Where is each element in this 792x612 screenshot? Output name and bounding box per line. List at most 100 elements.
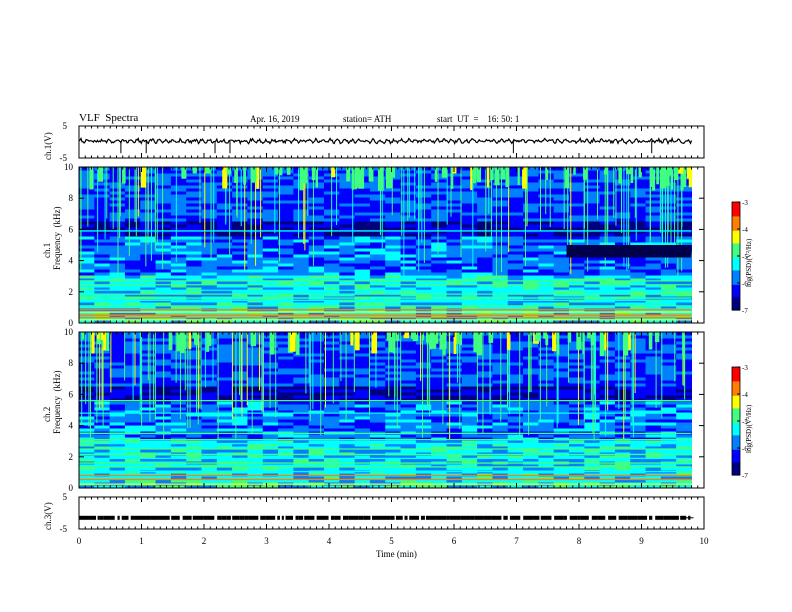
spectrogram-cell bbox=[369, 362, 386, 366]
spectrogram-cell bbox=[79, 242, 95, 246]
spectrogram-cell bbox=[446, 416, 463, 420]
spectrogram-cell bbox=[216, 209, 233, 213]
spectrogram-cell bbox=[553, 311, 570, 315]
spectrogram-cell bbox=[569, 443, 585, 447]
spectrogram-cell bbox=[201, 251, 218, 255]
spectrogram-cell bbox=[124, 275, 141, 279]
spectrogram-cell bbox=[262, 245, 279, 249]
spectrogram-cell bbox=[461, 251, 478, 255]
spectrogram-cell bbox=[247, 458, 264, 462]
spectrogram-cell bbox=[645, 392, 662, 396]
spectrogram-cell bbox=[170, 464, 187, 468]
spectrogram-cell bbox=[278, 269, 294, 273]
ch3-voltage-segment bbox=[111, 515, 115, 520]
spectrogram-cell bbox=[339, 410, 356, 414]
spectrogram-cell bbox=[507, 458, 524, 462]
spectrogram-cell bbox=[79, 479, 95, 483]
spectrogram-cell bbox=[630, 191, 647, 195]
spectrogram-cell bbox=[553, 290, 570, 294]
spectrogram-cell bbox=[170, 353, 187, 357]
spectrogram-cell bbox=[170, 413, 187, 417]
ch3-voltage-segment bbox=[123, 515, 129, 520]
spectrogram-cell bbox=[400, 170, 417, 174]
spectrogram-cell bbox=[477, 362, 493, 366]
spectrogram-cell bbox=[507, 266, 524, 270]
spectrogram-cell bbox=[262, 287, 279, 291]
spectrogram-cell bbox=[645, 416, 662, 420]
spectrogram-cell bbox=[584, 281, 601, 285]
top-emission-patch bbox=[517, 167, 520, 186]
spectrogram-cell bbox=[492, 179, 509, 183]
spectrogram-cell bbox=[660, 449, 677, 453]
spectrogram-cell bbox=[369, 452, 386, 456]
spectrogram-cell bbox=[492, 209, 509, 213]
spectrogram-cell bbox=[155, 455, 172, 459]
spectrogram-cell bbox=[507, 389, 524, 393]
spectrogram-cell bbox=[354, 206, 371, 210]
spectrogram-cell bbox=[660, 407, 677, 411]
spectrogram-cell bbox=[79, 407, 95, 411]
spectrogram-cell bbox=[186, 221, 202, 225]
spectrogram-cell bbox=[339, 230, 356, 234]
spectrogram-cell bbox=[324, 428, 340, 432]
ch3-voltage-segment bbox=[363, 515, 371, 520]
spectrogram-cell bbox=[431, 239, 447, 243]
spectrogram-cell bbox=[431, 479, 447, 483]
spectrogram-cell bbox=[170, 302, 187, 306]
spectrogram-cell bbox=[599, 302, 616, 306]
spectrogram-cell bbox=[538, 416, 555, 420]
spectrogram-cell bbox=[247, 422, 264, 426]
spectrogram-cell bbox=[140, 458, 157, 462]
spectrogram-cell bbox=[569, 392, 585, 396]
spectrogram-cell bbox=[79, 335, 95, 339]
spectrogram-cell bbox=[216, 452, 233, 456]
spectrogram-cell bbox=[584, 176, 601, 180]
spectrogram-cell bbox=[645, 347, 662, 351]
spectrogram-cell bbox=[124, 191, 141, 195]
spectrogram-cell bbox=[446, 224, 463, 228]
ch3-voltage-segment bbox=[420, 515, 425, 520]
top-emission-patch bbox=[98, 167, 104, 182]
spectrogram-cell bbox=[216, 368, 233, 372]
spectrogram-cell bbox=[170, 206, 187, 210]
spectrogram-cell bbox=[400, 194, 417, 198]
spectrogram-cell bbox=[584, 440, 601, 444]
spectrogram-cell bbox=[431, 440, 447, 444]
spectrogram-cell bbox=[232, 212, 248, 216]
spectrogram-cell bbox=[232, 401, 248, 405]
ch3-voltage-segment bbox=[627, 515, 638, 520]
spectrogram-cell bbox=[369, 434, 386, 438]
spectrogram-cell bbox=[461, 485, 478, 489]
top-emission-patch bbox=[412, 332, 419, 341]
spectrogram-cell bbox=[232, 350, 248, 354]
spectrogram-cell bbox=[308, 278, 325, 282]
spectrogram-cell bbox=[308, 401, 325, 405]
spectrogram-cell bbox=[186, 242, 202, 246]
spectrogram-cell bbox=[385, 275, 402, 279]
spectrogram-cell bbox=[584, 395, 601, 399]
ch3-voltage-segment bbox=[239, 515, 245, 520]
spectrogram-cell bbox=[232, 359, 248, 363]
spectrogram-cell bbox=[614, 302, 631, 306]
spectrogram-cell bbox=[232, 365, 248, 369]
spectrogram-cell bbox=[124, 206, 141, 210]
spectrogram-cell bbox=[201, 446, 218, 450]
spectrogram-cell bbox=[492, 320, 509, 324]
spectrogram-cell bbox=[170, 251, 187, 255]
spectrogram-cell bbox=[415, 263, 432, 267]
spectrogram-cell bbox=[553, 254, 570, 258]
spectrogram-cell bbox=[293, 344, 310, 348]
spectrogram-cell bbox=[461, 206, 478, 210]
spectrogram-cell bbox=[186, 317, 202, 321]
spectrogram-cell bbox=[415, 200, 432, 204]
spectrogram-cell bbox=[155, 254, 172, 258]
spectrogram-cell bbox=[400, 203, 417, 207]
spectrogram-cell bbox=[278, 356, 294, 360]
spectrogram-cell bbox=[79, 302, 95, 306]
spectrogram-cell bbox=[553, 476, 570, 480]
spectrogram-cell bbox=[645, 365, 662, 369]
spectrogram-cell bbox=[232, 233, 248, 237]
spectrogram-cell bbox=[293, 377, 310, 381]
spectrogram-cell bbox=[293, 416, 310, 420]
spectrogram-cell bbox=[507, 260, 524, 264]
